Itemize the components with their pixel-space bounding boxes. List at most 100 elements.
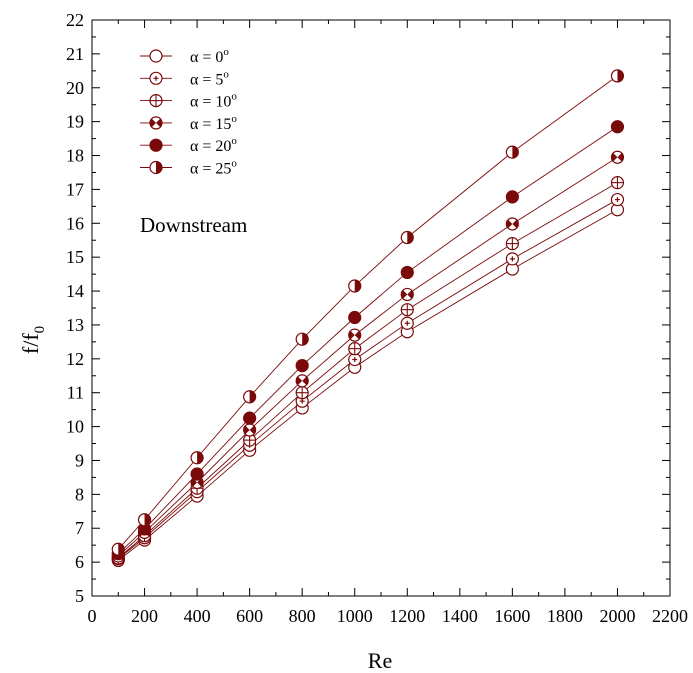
x-tick-label: 2000 bbox=[599, 606, 635, 626]
data-point-series-2 bbox=[400, 303, 414, 317]
y-tick-label: 13 bbox=[66, 315, 84, 335]
y-tick-label: 20 bbox=[66, 78, 84, 98]
legend-label-prefix: α = bbox=[190, 94, 215, 111]
series-markers bbox=[111, 69, 625, 568]
data-point-series-2 bbox=[295, 386, 309, 400]
legend-label-degree: o bbox=[231, 135, 237, 147]
y-tick-label: 17 bbox=[66, 179, 84, 199]
data-point-series-5 bbox=[400, 230, 414, 245]
data-point-series-4 bbox=[505, 190, 519, 204]
data-point-series-2 bbox=[610, 176, 625, 190]
data-point-series-4 bbox=[295, 359, 309, 373]
legend-label-degree: o bbox=[231, 113, 237, 125]
legend-label: α = 20o bbox=[190, 135, 237, 155]
data-point-series-5 bbox=[348, 279, 362, 293]
y-tick-label: 16 bbox=[66, 213, 84, 233]
legend-label-prefix: α = bbox=[190, 49, 215, 66]
data-point-series-4 bbox=[610, 120, 625, 134]
y-axis-title: f/f0 bbox=[18, 326, 48, 354]
legend-label-value: 25 bbox=[215, 161, 231, 178]
data-point-series-2 bbox=[505, 237, 519, 251]
plot-border bbox=[91, 19, 671, 597]
legend-label-value: 15 bbox=[215, 116, 231, 133]
x-tick-label: 600 bbox=[236, 606, 263, 626]
data-point-series-3 bbox=[505, 217, 519, 231]
legend-label: α = 15o bbox=[190, 113, 237, 133]
legend-label-degree: o bbox=[223, 46, 229, 58]
x-tick-label: 1600 bbox=[494, 606, 530, 626]
x-tick-label: 1000 bbox=[337, 606, 373, 626]
y-tick-label: 11 bbox=[67, 383, 84, 403]
data-point-series-3 bbox=[243, 423, 257, 437]
legend-item-4: α = 20o bbox=[140, 135, 237, 155]
legend-marker-icon bbox=[149, 138, 163, 152]
legend-label-value: 5 bbox=[215, 71, 223, 88]
x-tick-label: 1800 bbox=[547, 606, 583, 626]
data-point-series-5 bbox=[190, 451, 204, 465]
annotation-downstream: Downstream bbox=[140, 213, 247, 237]
data-point-series-5 bbox=[243, 390, 257, 404]
legend-item-3: α = 15o bbox=[140, 113, 237, 133]
data-point-series-3 bbox=[295, 374, 309, 388]
x-tick-label: 800 bbox=[289, 606, 316, 626]
y-tick-label: 12 bbox=[66, 349, 84, 369]
legend-label-prefix: α = bbox=[190, 116, 215, 133]
legend-label-prefix: α = bbox=[190, 161, 215, 178]
data-point-series-1 bbox=[348, 352, 362, 367]
svg-text:f/f0: f/f0 bbox=[18, 326, 48, 354]
y-tick-label: 14 bbox=[66, 281, 84, 301]
legend-label-degree: o bbox=[223, 68, 229, 80]
y-axis-title-sub: 0 bbox=[32, 326, 48, 334]
y-tick-label: 7 bbox=[75, 518, 84, 538]
legend-marker-icon bbox=[149, 71, 163, 85]
legend-label: α = 0o bbox=[190, 46, 229, 66]
x-tick-label: 1400 bbox=[442, 606, 478, 626]
data-point-series-1 bbox=[505, 252, 519, 266]
data-point-series-4 bbox=[243, 411, 257, 425]
legend-label-value: 10 bbox=[215, 94, 231, 111]
legend-item-5: α = 25o bbox=[140, 158, 237, 178]
data-point-series-3 bbox=[348, 328, 362, 342]
x-tick-label: 0 bbox=[88, 606, 97, 626]
data-point-series-5 bbox=[111, 542, 125, 556]
series-line-0 bbox=[117, 209, 618, 561]
x-tick-label: 1200 bbox=[389, 606, 425, 626]
data-point-series-4 bbox=[190, 467, 204, 481]
data-point-series-4 bbox=[400, 265, 414, 280]
legend-marker-icon bbox=[149, 49, 163, 63]
y-axis-title-main: f/f bbox=[18, 333, 43, 354]
x-tick-label: 200 bbox=[131, 606, 158, 626]
data-point-series-2 bbox=[348, 342, 362, 356]
data-point-series-4 bbox=[348, 310, 362, 325]
legend-item-1: α = 5o bbox=[140, 68, 229, 88]
x-tick-label: 400 bbox=[184, 606, 211, 626]
data-point-series-1 bbox=[400, 316, 414, 330]
data-point-series-5 bbox=[137, 513, 152, 527]
axis-ticks: 0 200 400 600 800 1000 1200 1400 1600 1800 2000 220… bbox=[66, 10, 688, 626]
y-tick-label: 8 bbox=[75, 484, 84, 504]
y-tick-label: 19 bbox=[66, 112, 84, 132]
legend-label: α = 5o bbox=[190, 68, 229, 88]
series-line-2 bbox=[117, 182, 618, 559]
series-line-1 bbox=[117, 199, 618, 560]
y-tick-label: 22 bbox=[66, 10, 84, 30]
data-point-series-5 bbox=[505, 145, 519, 159]
y-tick-label: 6 bbox=[75, 552, 84, 572]
legend-item-0: α = 0o bbox=[140, 46, 229, 66]
legend-label-degree: o bbox=[231, 158, 237, 170]
y-tick-label: 21 bbox=[66, 44, 84, 64]
data-point-series-1 bbox=[610, 192, 625, 207]
legend-label-prefix: α = bbox=[190, 138, 215, 155]
data-point-series-5 bbox=[610, 69, 625, 83]
legend-label-degree: o bbox=[231, 91, 237, 103]
legend-marker-icon bbox=[149, 93, 163, 108]
legend-marker-icon bbox=[149, 116, 163, 130]
legend-marker-icon bbox=[149, 160, 163, 175]
data-point-series-5 bbox=[295, 332, 309, 346]
data-point-series-3 bbox=[610, 150, 625, 164]
y-tick-label: 5 bbox=[75, 586, 84, 606]
y-tick-label: 18 bbox=[66, 146, 84, 166]
plot-frame bbox=[91, 19, 671, 597]
